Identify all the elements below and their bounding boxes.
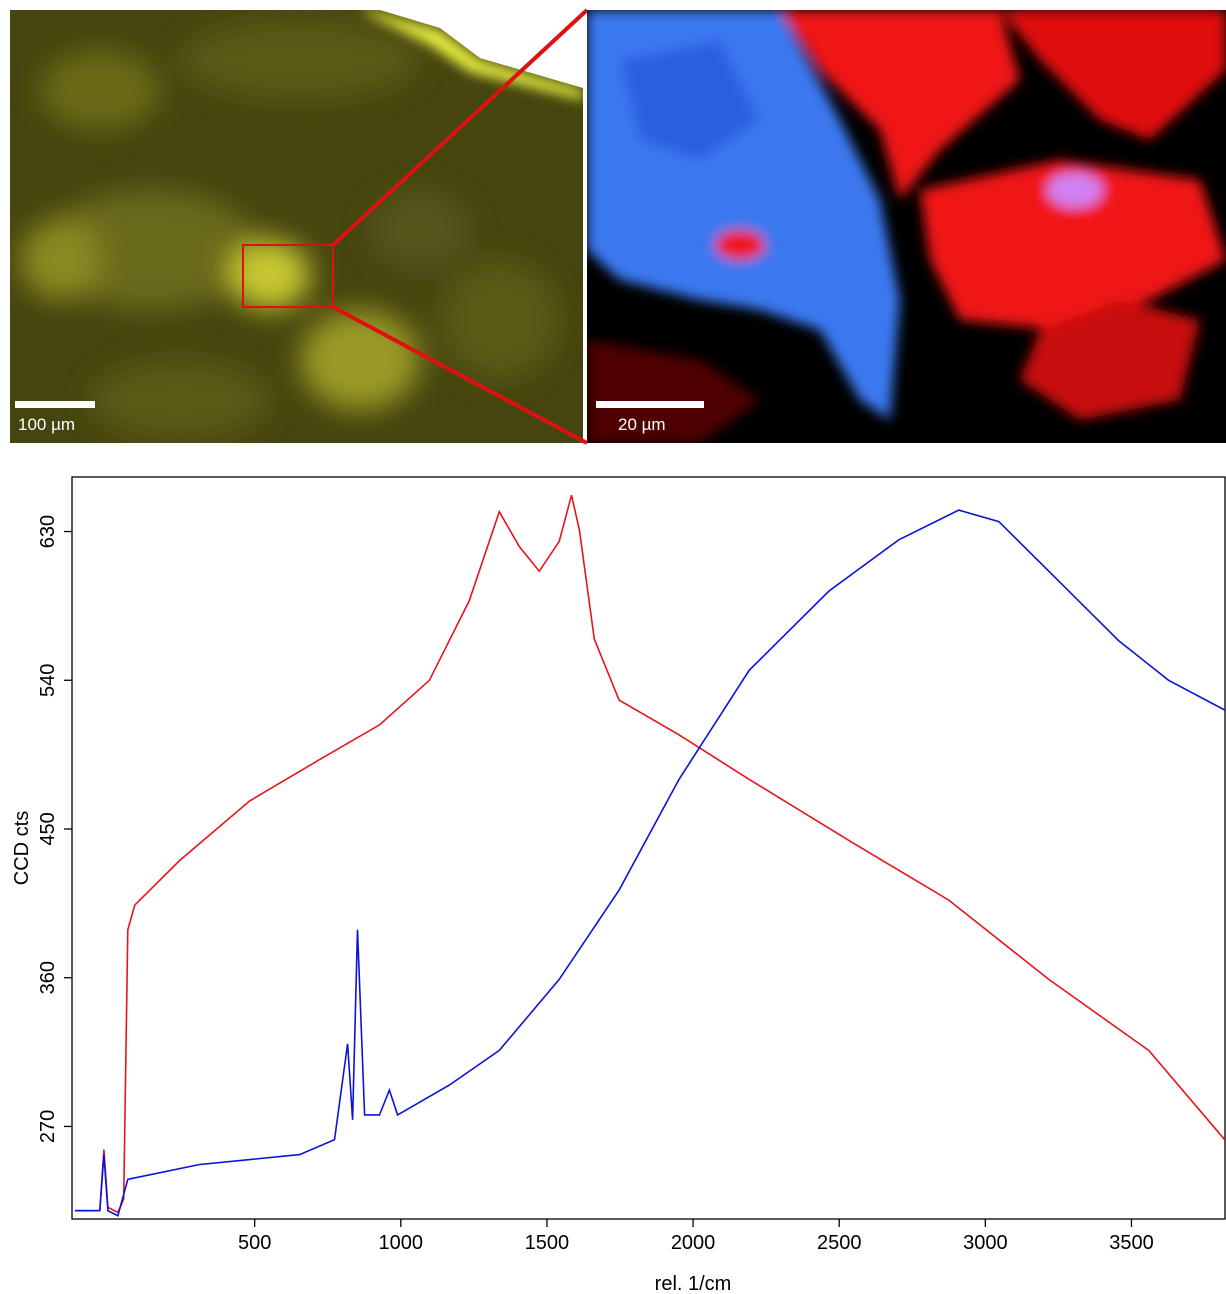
y-axis-label: CCD cts bbox=[11, 811, 33, 885]
spectrum-line bbox=[74, 494, 1226, 1214]
zoom-box bbox=[242, 244, 334, 308]
x-tick-label: 2000 bbox=[671, 1232, 716, 1254]
x-tick-label: 500 bbox=[238, 1232, 271, 1254]
scale-bar bbox=[596, 401, 704, 408]
zoom-line bbox=[332, 305, 588, 445]
raman-map: 20 µm bbox=[587, 10, 1226, 443]
scale-label: 20 µm bbox=[618, 415, 666, 434]
x-tick-label: 1500 bbox=[525, 1232, 570, 1254]
x-axis-label: rel. 1/cm bbox=[655, 1273, 732, 1294]
y-tick-label: 360 bbox=[37, 961, 59, 994]
zoom-line bbox=[331, 8, 589, 247]
plot-frame bbox=[71, 476, 1226, 1220]
y-tick-label: 540 bbox=[37, 664, 59, 697]
y-tick-label: 270 bbox=[37, 1110, 59, 1143]
microscope-image bbox=[10, 10, 583, 443]
scale-label: 100 µm bbox=[18, 415, 75, 434]
x-tick-label: 1000 bbox=[379, 1232, 424, 1254]
y-tick-label: 450 bbox=[37, 812, 59, 845]
spectrum-line bbox=[74, 509, 1226, 1217]
x-tick-label: 2500 bbox=[817, 1232, 862, 1254]
y-tick-label: 630 bbox=[37, 515, 59, 548]
scale-bar bbox=[15, 401, 95, 408]
x-tick-label: 3000 bbox=[963, 1232, 1008, 1254]
x-tick-label: 3500 bbox=[1109, 1232, 1154, 1254]
